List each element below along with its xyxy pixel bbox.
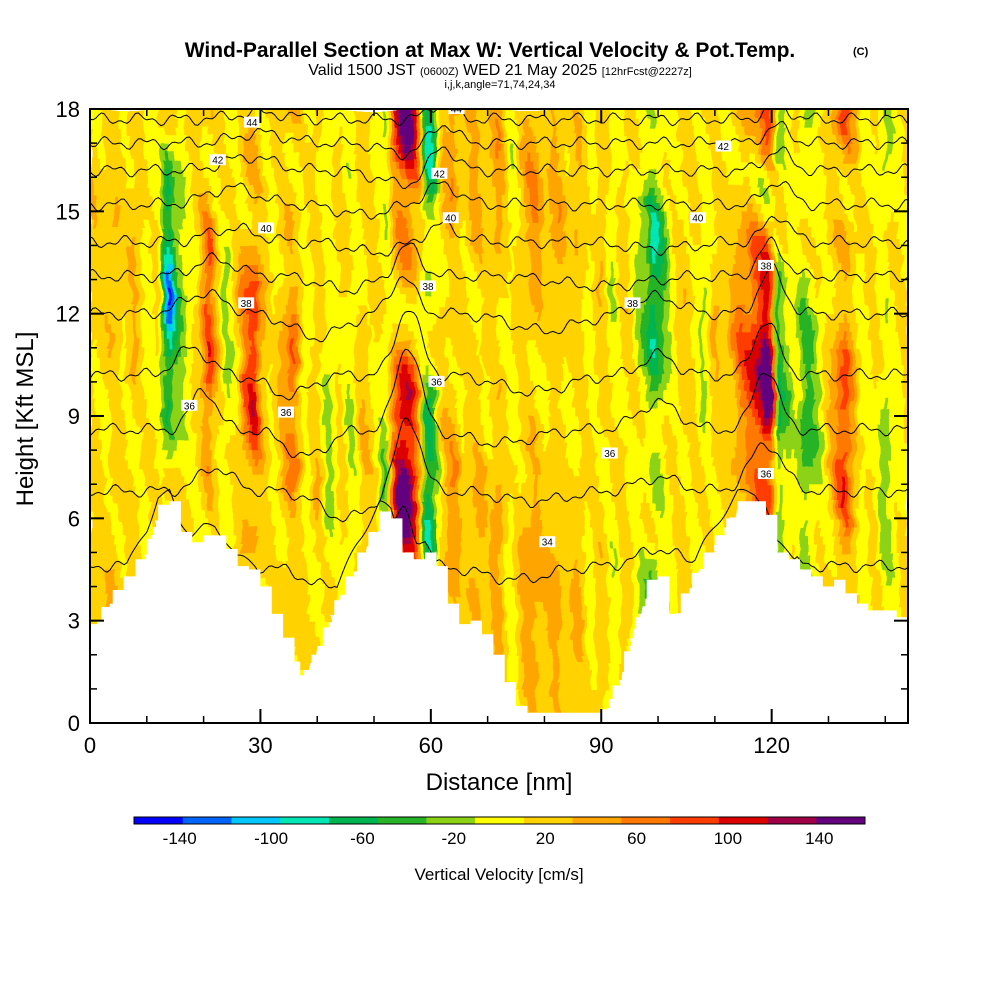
velocity-cell [150, 527, 153, 536]
grid-indices: i,j,k,angle=71,74,24,34 [444, 79, 555, 91]
velocity-cell [314, 646, 317, 655]
chart-subtitle: Valid 1500 JST (0600Z) WED 21 May 2025 [… [308, 62, 692, 79]
chart-title: Wind-Parallel Section at Max W: Vertical… [185, 39, 796, 62]
velocity-cell [152, 518, 155, 527]
valid-date: WED 21 May 2025 [463, 62, 597, 79]
valid-time: Valid 1500 JST [308, 62, 416, 79]
chart-title-unit: (C) [853, 46, 869, 58]
forecast-info: [12hrFcst@2227z] [602, 66, 692, 78]
velocity-cell [329, 612, 332, 621]
utc-time: (0600Z) [420, 66, 459, 78]
